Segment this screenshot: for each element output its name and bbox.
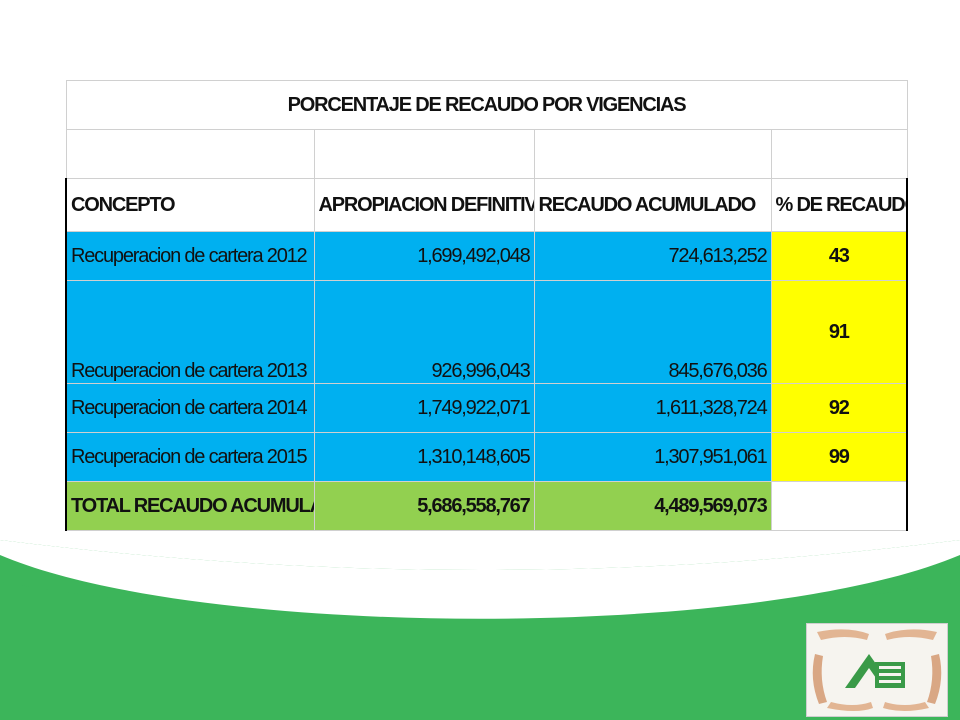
table-title: PORCENTAJE DE RECAUDO POR VIGENCIAS	[65, 80, 908, 130]
cell-porcentaje: 91	[770, 280, 909, 384]
cell-concepto: Recuperacion de cartera 2012	[65, 231, 315, 281]
header-row: CONCEPTO APROPIACION DEFINITIVA RECAUDO …	[65, 178, 909, 232]
cell-porcentaje: 92	[770, 383, 909, 433]
cell-apropiacion: 1,699,492,048	[313, 231, 535, 281]
header-concepto: CONCEPTO	[65, 178, 315, 232]
total-porcentaje-empty	[770, 481, 909, 531]
blank-row	[65, 129, 908, 179]
cell-porcentaje: 43	[770, 231, 909, 281]
table-row: Recuperacion de cartera 2015 1,310,148,6…	[65, 432, 909, 482]
cell-recaudo: 1,307,951,061	[533, 432, 772, 482]
total-label: TOTAL RECAUDO ACUMULADO	[65, 481, 315, 531]
table-row: Recuperacion de cartera 2012 1,699,492,0…	[65, 231, 909, 281]
header-recaudo: RECAUDO ACUMULADO	[533, 178, 772, 232]
cell-apropiacion: 1,310,148,605	[313, 432, 535, 482]
recaudo-table: PORCENTAJE DE RECAUDO POR VIGENCIAS CONC…	[65, 80, 909, 531]
cell-apropiacion: 1,749,922,071	[313, 383, 535, 433]
cell-porcentaje: 99	[770, 432, 909, 482]
hospital-logo-hands-icon	[806, 623, 948, 717]
total-row: TOTAL RECAUDO ACUMULADO 5,686,558,767 4,…	[65, 481, 909, 531]
cell-apropiacion: 926,996,043	[313, 280, 535, 384]
cell-concepto: Recuperacion de cartera 2014	[65, 383, 315, 433]
total-apropiacion: 5,686,558,767	[313, 481, 535, 531]
cell-recaudo: 724,613,252	[533, 231, 772, 281]
cell-concepto: Recuperacion de cartera 2013	[65, 280, 315, 384]
table-row: Recuperacion de cartera 2013 926,996,043…	[65, 280, 909, 384]
cell-recaudo: 1,611,328,724	[533, 383, 772, 433]
table-title-row: PORCENTAJE DE RECAUDO POR VIGENCIAS	[65, 80, 908, 130]
total-recaudo: 4,489,569,073	[533, 481, 772, 531]
cell-recaudo: 845,676,036	[533, 280, 772, 384]
table-row: Recuperacion de cartera 2014 1,749,922,0…	[65, 383, 909, 433]
cell-concepto: Recuperacion de cartera 2015	[65, 432, 315, 482]
header-porcentaje: % DE RECAUDO	[770, 178, 909, 232]
header-apropiacion: APROPIACION DEFINITIVA	[313, 178, 535, 232]
